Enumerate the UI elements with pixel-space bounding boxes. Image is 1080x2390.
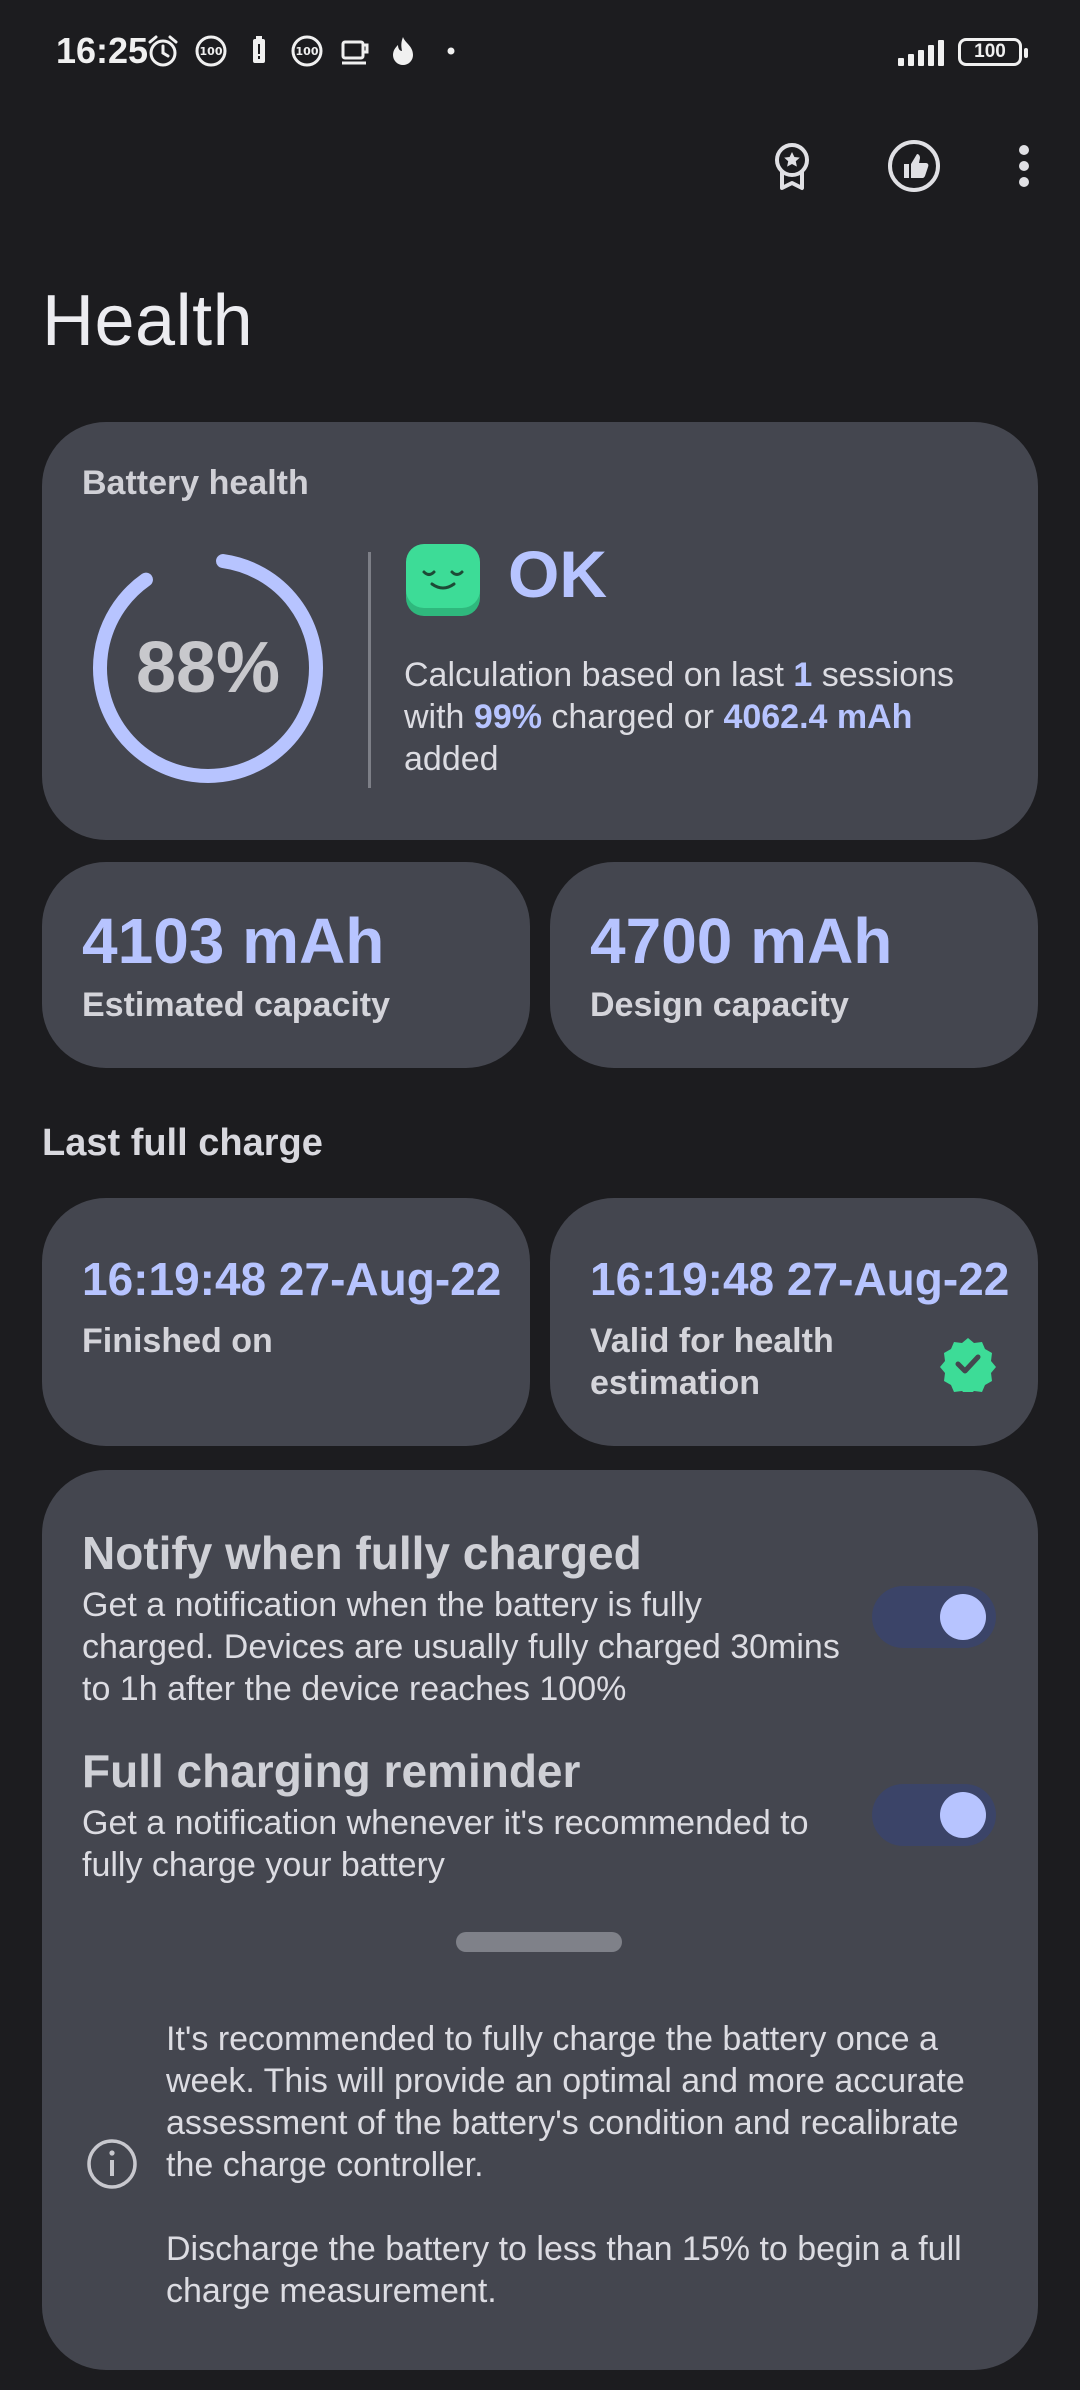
- design-capacity-card: 4700 mAh Design capacity: [550, 862, 1038, 1068]
- thumbs-up-icon: [888, 140, 940, 192]
- sessions-count: 1: [793, 656, 813, 694]
- svg-text:100: 100: [200, 45, 223, 58]
- toggle-knob: [940, 1792, 986, 1838]
- full-charging-reminder-description: Get a notification whenever it's recomme…: [82, 1804, 809, 1884]
- signal-icon: [898, 38, 944, 66]
- full-charging-reminder-title: Full charging reminder: [82, 1745, 581, 1797]
- finished-on-card: 16:19:48 27-Aug-22 Finished on: [42, 1198, 530, 1446]
- desc-text: Calculation based on last: [404, 656, 794, 694]
- desc-text: sessions with: [404, 656, 955, 736]
- status-system-icons: 100: [898, 38, 1028, 66]
- battery-health-label: Battery health: [82, 464, 309, 502]
- valid-estimation-value: 16:19:48 27-Aug-22: [590, 1253, 1010, 1305]
- page-title: Health: [42, 281, 254, 361]
- design-capacity-value: 4700 mAh: [590, 905, 893, 977]
- finished-on-value: 16:19:48 27-Aug-22: [82, 1253, 502, 1305]
- rate-button[interactable]: [884, 136, 944, 196]
- battery-level: 100: [974, 41, 1006, 62]
- info-discharge-text: Discharge the battery to less than 15% t…: [166, 2230, 962, 2310]
- status-notification-icons: 100 100: [146, 34, 468, 68]
- health-percent: 88%: [135, 628, 281, 708]
- charged-percent: 99%: [473, 698, 542, 736]
- health-description: Calculation based on last 1 sessions wit…: [404, 654, 1004, 780]
- verified-icon: [940, 1338, 996, 1392]
- full-charging-reminder-toggle[interactable]: [872, 1784, 996, 1846]
- notify-fully-charged-title: Notify when fully charged: [82, 1527, 642, 1579]
- status-bar: 16:25 100 100 100: [0, 0, 1080, 110]
- estimated-capacity-value: 4103 mAh: [82, 905, 385, 977]
- info-icon: [87, 2139, 137, 2189]
- coffee-icon: [338, 34, 372, 68]
- award-icon: [775, 143, 809, 190]
- valid-estimation-card: 16:19:48 27-Aug-22 Valid for health esti…: [550, 1198, 1038, 1446]
- alarm-icon: [146, 34, 180, 68]
- health-gauge: [93, 553, 323, 783]
- badge-100-icon: 100: [290, 34, 324, 68]
- flame-icon: [386, 34, 420, 68]
- section-title: Last full charge: [42, 1122, 323, 1164]
- top-app-bar: [0, 120, 1080, 210]
- badge-100-icon: 100: [194, 34, 228, 68]
- desc-text: charged or: [541, 698, 724, 736]
- happy-battery-icon: [406, 544, 480, 616]
- battery-health-card: Battery health 88% OK Calculation based …: [42, 422, 1038, 840]
- dot-icon: [434, 34, 468, 68]
- design-capacity-label: Design capacity: [590, 986, 849, 1024]
- status-time: 16:25: [56, 30, 149, 71]
- charge-settings-card: Notify when fully charged Get a notifica…: [42, 1470, 1038, 2370]
- more-vert-icon: [1019, 145, 1029, 187]
- valid-estimation-label: Valid for health estimation: [590, 1322, 834, 1402]
- award-button[interactable]: [762, 136, 822, 196]
- estimated-capacity-card: 4103 mAh Estimated capacity: [42, 862, 530, 1068]
- svg-text:100: 100: [296, 45, 319, 58]
- health-status: OK: [508, 537, 607, 611]
- more-options-button[interactable]: [994, 136, 1054, 196]
- drag-handle[interactable]: [456, 1932, 622, 1952]
- finished-on-label: Finished on: [82, 1322, 273, 1360]
- notify-fully-charged-toggle[interactable]: [872, 1586, 996, 1648]
- desc-text: added: [404, 740, 499, 778]
- divider: [368, 552, 371, 788]
- added-capacity: 4062.4 mAh: [723, 698, 913, 736]
- info-weekly-charge-text: It's recommended to fully charge the bat…: [166, 2020, 965, 2184]
- toggle-knob: [940, 1594, 986, 1640]
- battery-alert-icon: [242, 34, 276, 68]
- estimated-capacity-label: Estimated capacity: [82, 986, 391, 1024]
- battery-icon: 100: [958, 38, 1028, 66]
- notify-fully-charged-description: Get a notification when the battery is f…: [82, 1586, 840, 1708]
